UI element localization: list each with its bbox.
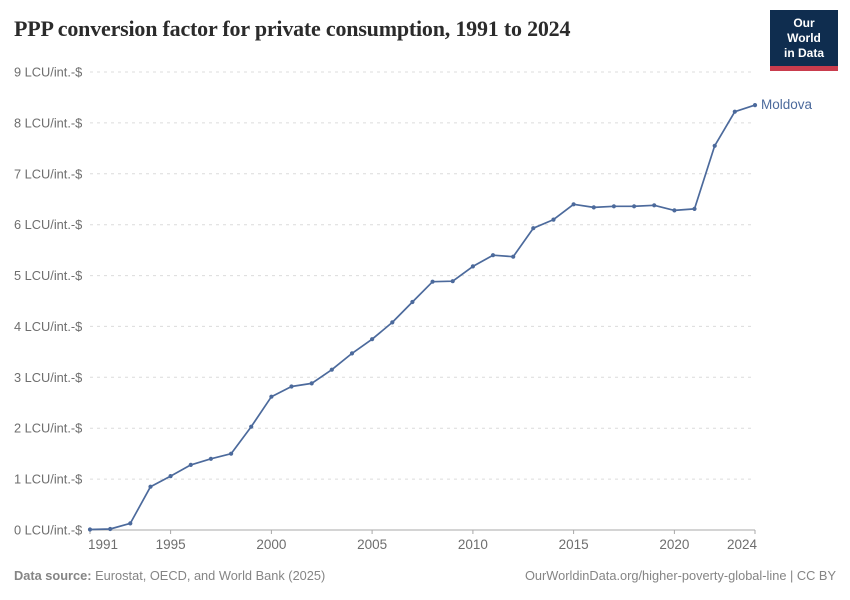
data-point[interactable] (168, 474, 173, 479)
data-point[interactable] (752, 103, 758, 108)
data-point[interactable] (632, 204, 637, 209)
data-point[interactable] (188, 462, 193, 467)
x-axis-tick-label: 2015 (559, 537, 589, 552)
data-point[interactable] (551, 217, 556, 222)
y-axis-tick-label: 6 LCU/int.-$ (14, 217, 82, 232)
data-point[interactable] (611, 204, 617, 209)
data-point[interactable] (571, 202, 576, 207)
chart-footer: Data source: Eurostat, OECD, and World B… (14, 568, 836, 583)
chart-title: PPP conversion factor for private consum… (14, 16, 571, 41)
data-point[interactable] (370, 337, 375, 342)
owid-logo-line1: Our World (787, 16, 821, 45)
x-axis-tick-label: 1995 (156, 537, 186, 552)
data-point[interactable] (249, 424, 254, 429)
y-axis-tick-label: 3 LCU/int.-$ (14, 370, 82, 385)
data-point[interactable] (692, 206, 697, 211)
data-point[interactable] (672, 208, 677, 213)
y-axis-tick-label: 7 LCU/int.-$ (14, 166, 82, 181)
data-point[interactable] (229, 451, 234, 456)
data-point[interactable] (410, 299, 415, 305)
data-source-note: Data source: Eurostat, OECD, and World B… (14, 568, 325, 583)
series-label[interactable]: Moldova (761, 97, 813, 112)
data-source-label: Data source: (14, 568, 92, 583)
y-axis-tick-label: 2 LCU/int.-$ (14, 421, 82, 436)
x-axis-tick-label: 2000 (256, 537, 286, 552)
data-point[interactable] (108, 526, 113, 532)
data-point[interactable] (531, 226, 536, 231)
data-point[interactable] (591, 205, 596, 210)
x-axis-tick-label: 1991 (88, 537, 118, 552)
data-point[interactable] (470, 264, 475, 269)
credit-link[interactable]: OurWorldinData.org/higher-poverty-global… (524, 568, 836, 583)
data-point[interactable] (289, 384, 294, 389)
data-point[interactable] (87, 527, 93, 532)
data-point[interactable] (490, 253, 496, 258)
data-point[interactable] (128, 521, 133, 526)
data-point[interactable] (208, 456, 213, 461)
data-point[interactable] (430, 279, 435, 284)
y-axis-tick-label: 1 LCU/int.-$ (14, 472, 82, 487)
data-point[interactable] (148, 484, 153, 489)
x-axis-tick-label: 2024 (727, 537, 758, 552)
y-axis-tick-label: 8 LCU/int.-$ (14, 115, 82, 130)
data-point[interactable] (732, 109, 737, 114)
data-point[interactable] (269, 394, 274, 399)
owid-logo[interactable]: Our World in Data (770, 10, 838, 71)
data-point[interactable] (329, 367, 334, 372)
x-axis-tick-label: 2020 (659, 537, 689, 552)
data-point[interactable] (390, 320, 395, 325)
owid-logo-line2: in Data (783, 46, 824, 60)
data-point[interactable] (511, 254, 516, 259)
x-axis-tick-label: 2005 (357, 537, 387, 552)
data-source-text: Eurostat, OECD, and World Bank (2025) (91, 568, 326, 583)
data-point[interactable] (309, 381, 314, 386)
data-point[interactable] (712, 143, 717, 148)
y-axis-tick-label: 0 LCU/int.-$ (14, 523, 82, 538)
data-line-moldova (89, 104, 756, 531)
y-axis-tick-label: 9 LCU/int.-$ (14, 65, 82, 80)
data-point[interactable] (349, 351, 355, 356)
y-axis-tick-label: 5 LCU/int.-$ (14, 268, 82, 283)
data-point[interactable] (652, 203, 657, 208)
y-axis-tick-label: 4 LCU/int.-$ (14, 319, 82, 334)
x-axis-tick-label: 2010 (458, 537, 488, 552)
data-point[interactable] (450, 279, 455, 284)
